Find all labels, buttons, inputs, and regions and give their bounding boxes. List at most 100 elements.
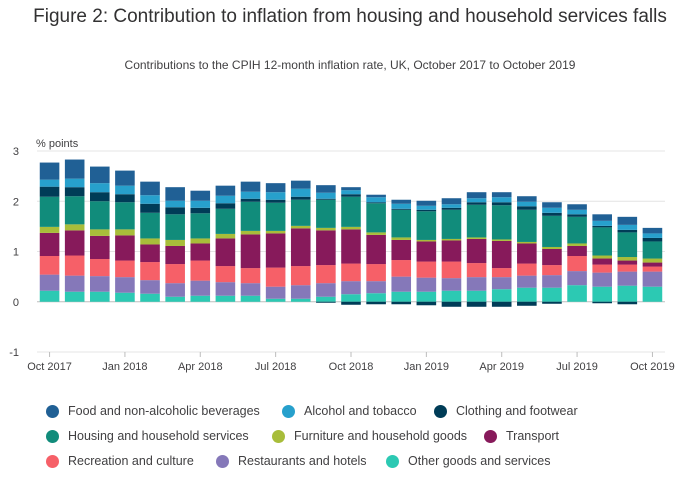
bar-segment[interactable] — [290, 298, 311, 302]
bar-segment[interactable] — [316, 296, 336, 302]
bar-segment[interactable] — [215, 282, 236, 296]
bar-segment[interactable] — [341, 263, 361, 282]
bar-segment[interactable] — [316, 265, 336, 284]
bar-segment[interactable] — [416, 277, 437, 292]
bar-segment[interactable] — [190, 207, 211, 214]
bar-segment[interactable] — [617, 224, 638, 230]
bar-segment[interactable] — [240, 283, 261, 296]
bar-segment[interactable] — [517, 209, 537, 242]
bar-segment[interactable] — [140, 280, 160, 294]
bar-segment[interactable] — [240, 198, 261, 202]
bar-segment[interactable] — [265, 286, 286, 299]
bar-segment[interactable] — [140, 195, 160, 204]
bar-segment[interactable] — [366, 232, 386, 235]
bar-segment[interactable] — [240, 201, 261, 231]
bar-segment[interactable] — [215, 295, 236, 302]
bar-segment[interactable] — [542, 202, 562, 208]
bar-segment[interactable] — [542, 265, 562, 276]
bar-segment[interactable] — [165, 214, 185, 240]
bar-segment[interactable] — [416, 205, 437, 210]
bar-segment[interactable] — [642, 258, 663, 263]
bar-segment[interactable] — [466, 198, 487, 203]
bar-segment[interactable] — [316, 227, 336, 231]
bar-segment[interactable] — [491, 240, 512, 269]
bar-segment[interactable] — [441, 204, 462, 208]
bar-segment[interactable] — [366, 234, 386, 265]
bar-segment[interactable] — [165, 187, 185, 201]
bar-segment[interactable] — [517, 241, 537, 244]
bar-segment[interactable] — [290, 199, 311, 226]
bar-segment[interactable] — [39, 290, 60, 302]
bar-segment[interactable] — [517, 243, 537, 264]
bar-segment[interactable] — [491, 268, 512, 278]
bar-segment[interactable] — [542, 246, 562, 249]
bar-segment[interactable] — [265, 233, 286, 268]
bar-segment[interactable] — [592, 225, 612, 228]
bar-segment[interactable] — [90, 291, 110, 302]
bar-segment[interactable] — [39, 226, 60, 233]
bar-segment[interactable] — [567, 214, 587, 217]
bar-segment[interactable] — [642, 286, 663, 302]
legend-item-alcohol[interactable]: Alcohol and tobacco — [282, 404, 417, 418]
bar-segment[interactable] — [592, 255, 612, 259]
bar-segment[interactable] — [491, 197, 512, 203]
bar-segment[interactable] — [567, 243, 587, 246]
bar-segment[interactable] — [39, 232, 60, 257]
bar-segment[interactable] — [240, 268, 261, 284]
bar-segment[interactable] — [592, 272, 612, 287]
bar-segment[interactable] — [215, 195, 236, 204]
bar-segment[interactable] — [441, 207, 462, 210]
bar-segment[interactable] — [341, 229, 361, 264]
bar-segment[interactable] — [341, 187, 361, 191]
bar-segment[interactable] — [391, 237, 412, 240]
bar-segment[interactable] — [441, 238, 462, 241]
bar-segment[interactable] — [592, 227, 612, 256]
bar-segment[interactable] — [391, 291, 412, 302]
bar-segment[interactable] — [140, 181, 160, 196]
bar-segment[interactable] — [140, 238, 160, 245]
bar-segment[interactable] — [542, 207, 562, 213]
bar-segment[interactable] — [215, 233, 236, 239]
bar-segment[interactable] — [466, 277, 487, 291]
bar-segment[interactable] — [316, 199, 336, 228]
bar-segment[interactable] — [90, 259, 110, 277]
bar-segment[interactable] — [215, 266, 236, 283]
bar-segment[interactable] — [265, 230, 286, 234]
bar-segment[interactable] — [64, 224, 85, 231]
bar-segment[interactable] — [190, 243, 211, 261]
bar-segment[interactable] — [90, 229, 110, 236]
bar-segment[interactable] — [115, 260, 135, 278]
bar-segment[interactable] — [115, 170, 135, 186]
legend-item-food[interactable]: Food and non-alcoholic beverages — [46, 404, 260, 418]
bar-segment[interactable] — [466, 204, 487, 238]
bar-segment[interactable] — [642, 271, 663, 287]
bar-segment[interactable] — [366, 202, 386, 204]
bar-segment[interactable] — [290, 266, 311, 286]
bar-segment[interactable] — [567, 271, 587, 286]
bar-segment[interactable] — [466, 202, 487, 205]
bar-segment[interactable] — [316, 230, 336, 266]
bar-segment[interactable] — [441, 209, 462, 239]
bar-segment[interactable] — [642, 262, 663, 267]
bar-segment[interactable] — [592, 258, 612, 265]
bar-segment[interactable] — [592, 214, 612, 221]
bar-segment[interactable] — [567, 285, 587, 302]
bar-segment[interactable] — [491, 192, 512, 198]
bar-segment[interactable] — [115, 292, 135, 302]
bar-segment[interactable] — [90, 235, 110, 260]
bar-segment[interactable] — [542, 301, 562, 304]
bar-segment[interactable] — [416, 211, 437, 240]
bar-segment[interactable] — [64, 187, 85, 197]
bar-segment[interactable] — [215, 185, 236, 196]
bar-segment[interactable] — [265, 192, 286, 200]
bar-segment[interactable] — [517, 263, 537, 276]
legend-item-recreation[interactable]: Recreation and culture — [46, 454, 194, 468]
legend-item-other[interactable]: Other goods and services — [386, 454, 550, 468]
bar-segment[interactable] — [64, 230, 85, 256]
bar-segment[interactable] — [190, 190, 211, 201]
bar-segment[interactable] — [366, 293, 386, 302]
bar-segment[interactable] — [617, 285, 638, 302]
bar-segment[interactable] — [642, 237, 663, 242]
bar-segment[interactable] — [240, 191, 261, 199]
bar-segment[interactable] — [441, 198, 462, 205]
